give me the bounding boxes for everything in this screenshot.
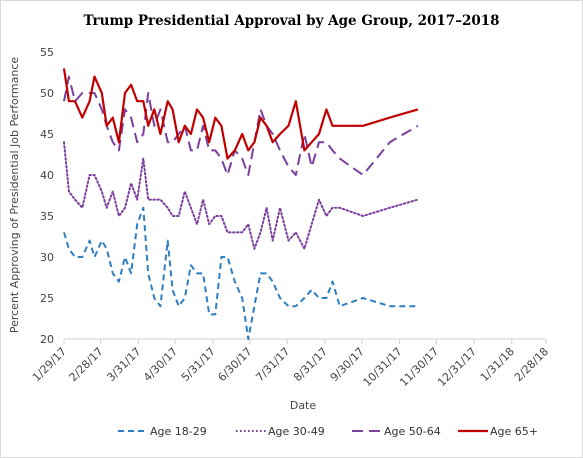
y-tick-label: 50: [40, 87, 54, 100]
x-axis-label: Date: [290, 399, 317, 412]
series-line-age-18-29: [63, 206, 418, 340]
y-tick-label: 40: [40, 169, 54, 182]
legend-label: Age 30-49: [268, 425, 325, 438]
y-tick-label: 25: [40, 292, 54, 305]
y-ticks: 20 25 30 35 40 45 50 55: [40, 46, 54, 346]
y-tick-label: 20: [40, 333, 54, 346]
y-tick-label: 55: [40, 46, 54, 59]
series-line-age-65: [62, 68, 419, 160]
legend: Age 18-29 Age 30-49 Age 50-64 Age 65+: [118, 425, 538, 438]
series-layer: [62, 68, 419, 340]
y-tick-label: 30: [40, 251, 54, 264]
series-line-age-50-64: [63, 75, 419, 176]
legend-label: Age 18-29: [150, 425, 207, 438]
chart-title: Trump Presidential Approval by Age Group…: [83, 13, 499, 29]
legend-label: Age 50-64: [384, 425, 441, 438]
series-line-age-30-49: [63, 141, 419, 250]
y-tick-label: 45: [40, 128, 54, 141]
y-tick-label: 35: [40, 210, 54, 223]
legend-label: Age 65+: [490, 425, 538, 438]
y-axis-label: Percent Approving of Presidential Job Pe…: [8, 57, 21, 334]
